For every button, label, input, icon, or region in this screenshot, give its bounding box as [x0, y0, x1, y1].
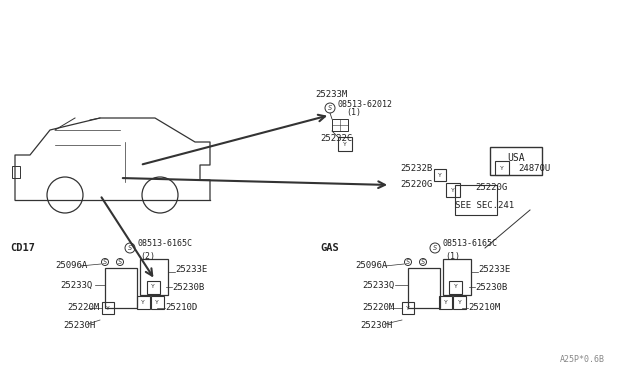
Text: 25233M: 25233M [315, 90, 348, 99]
Text: 25096A: 25096A [355, 262, 387, 270]
Text: Y: Y [454, 285, 458, 289]
Text: 25220M: 25220M [362, 304, 394, 312]
Bar [495, 161, 509, 175]
Text: 25232B: 25232B [400, 164, 432, 173]
Text: 25233E: 25233E [175, 266, 207, 275]
Bar [449, 280, 463, 294]
Text: A25P*0.6B: A25P*0.6B [560, 356, 605, 365]
Text: 25233Q: 25233Q [60, 280, 92, 289]
Bar [12, 166, 20, 178]
Bar [140, 259, 168, 295]
Text: USA: USA [507, 153, 525, 163]
Bar [434, 169, 446, 181]
Text: 25230H: 25230H [360, 321, 392, 330]
Text: 25096A: 25096A [55, 262, 87, 270]
Text: S: S [103, 259, 107, 265]
Text: Y: Y [444, 299, 448, 305]
Text: Y: Y [155, 299, 159, 305]
Text: 25233E: 25233E [478, 266, 510, 275]
Text: S: S [406, 259, 410, 265]
Text: S: S [128, 245, 132, 251]
Text: Y: Y [106, 305, 110, 311]
Text: (1): (1) [346, 108, 361, 116]
Text: S: S [433, 245, 437, 251]
Text: Y: Y [458, 299, 462, 305]
Bar [136, 295, 150, 308]
Text: 25210D: 25210D [165, 302, 197, 311]
Text: 24870U: 24870U [518, 164, 550, 173]
Bar [150, 295, 163, 308]
Bar [338, 137, 352, 151]
Text: Y: Y [343, 141, 347, 147]
Bar [443, 259, 471, 295]
Text: GAS: GAS [320, 243, 339, 253]
Text: 08513-6165C: 08513-6165C [138, 240, 193, 248]
Text: Y: Y [438, 173, 442, 177]
Bar [454, 295, 467, 308]
Text: S: S [421, 259, 425, 265]
Text: 25230H: 25230H [63, 321, 95, 330]
Text: (2): (2) [140, 251, 155, 260]
Bar [332, 119, 348, 131]
Bar [446, 183, 460, 197]
Text: 25230B: 25230B [475, 282, 508, 292]
Text: Y: Y [151, 285, 155, 289]
Bar [440, 295, 452, 308]
Text: (1): (1) [445, 251, 460, 260]
Text: S: S [118, 259, 122, 265]
Bar [102, 302, 114, 314]
Text: Y: Y [451, 187, 455, 192]
Text: S: S [328, 105, 332, 111]
Bar [490, 147, 542, 175]
Text: 25210M: 25210M [468, 302, 500, 311]
Text: 25220G: 25220G [400, 180, 432, 189]
Bar [105, 268, 137, 308]
Text: 08513-62012: 08513-62012 [338, 99, 393, 109]
Text: 25233Q: 25233Q [362, 280, 394, 289]
Bar [147, 280, 159, 294]
Text: Y: Y [500, 166, 504, 170]
Text: Y: Y [406, 305, 410, 311]
Text: 25230B: 25230B [172, 282, 204, 292]
Text: SEE SEC.241: SEE SEC.241 [455, 201, 514, 209]
Text: CD17: CD17 [10, 243, 35, 253]
Bar [402, 302, 414, 314]
Text: 25220M: 25220M [67, 304, 99, 312]
Text: 25232C: 25232C [320, 134, 352, 142]
Text: 25220G: 25220G [475, 183, 508, 192]
Bar [408, 268, 440, 308]
Text: 08513-6165C: 08513-6165C [443, 240, 498, 248]
Bar [455, 185, 497, 215]
Text: Y: Y [141, 299, 145, 305]
